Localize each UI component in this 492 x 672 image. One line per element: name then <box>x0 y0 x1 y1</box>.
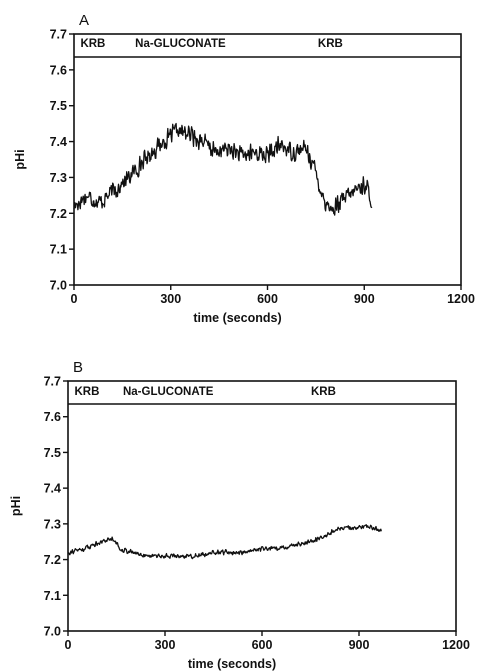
panel-b-ytick-label: 7.2 <box>44 553 61 567</box>
panel-b-xtick-label: 900 <box>349 638 370 652</box>
panel-a-xtick-label: 0 <box>71 292 78 306</box>
panel-a-y-axis-label: pHi <box>13 149 27 169</box>
panel-b-xtick-label: 0 <box>65 638 72 652</box>
panel-b-condition-label: KRB <box>74 386 99 398</box>
panel-a-ytick-label: 7.4 <box>50 135 67 149</box>
panel-a-plot-frame <box>73 33 462 286</box>
panel-a-ytick-label: 7.1 <box>50 243 67 257</box>
panel-a-ytick-label: 7.7 <box>50 28 67 42</box>
panel-b-ytick-label: 7.6 <box>44 410 61 424</box>
panel-b-condition-label: KRB <box>311 386 336 398</box>
panel-b-ytick-label: 7.4 <box>44 482 61 496</box>
panel-a-condition-label: KRB <box>80 38 105 50</box>
panel-b-y-axis-label: pHi <box>9 496 23 516</box>
panel-b-phi-trace <box>67 524 382 560</box>
panel-a-xtick-label: 900 <box>354 292 375 306</box>
panel-b-ytick-label: 7.1 <box>44 589 61 603</box>
panel-a-xtick-label: 1200 <box>447 292 475 306</box>
panel-a-phi-trace <box>73 122 373 216</box>
panel-a-ytick-label: 7.0 <box>50 279 67 293</box>
panel-a-ytick-label: 7.3 <box>50 171 67 185</box>
panel-a-x-axis-label: time (seconds) <box>193 311 281 325</box>
panel-a-label: A <box>79 12 89 29</box>
panel-a-ytick-label: 7.5 <box>50 99 67 113</box>
panel-a-xtick-label: 300 <box>160 292 181 306</box>
panel-b-xtick-label: 1200 <box>442 638 470 652</box>
panel-b-plot-frame <box>67 380 457 632</box>
panel-a-condition-label: KRB <box>318 38 343 50</box>
panel-a-xtick-label: 600 <box>257 292 278 306</box>
panel-a-condition-label: Na-GLUCONATE <box>135 38 226 50</box>
panel-b-ytick-label: 7.7 <box>44 375 61 389</box>
panel-b-ytick-label: 7.5 <box>44 446 61 460</box>
panel-b-label: B <box>73 359 83 376</box>
panel-a-ytick-label: 7.6 <box>50 63 67 77</box>
panel-b-xtick-label: 600 <box>252 638 273 652</box>
panel-a-ytick-label: 7.2 <box>50 207 67 221</box>
panel-b-condition-label: Na-GLUCONATE <box>123 386 214 398</box>
panel-b-xtick-label: 300 <box>155 638 176 652</box>
panel-b-ytick-label: 7.0 <box>44 625 61 639</box>
panel-b-ytick-label: 7.3 <box>44 517 61 531</box>
panel-b-x-axis-label: time (seconds) <box>188 657 276 671</box>
